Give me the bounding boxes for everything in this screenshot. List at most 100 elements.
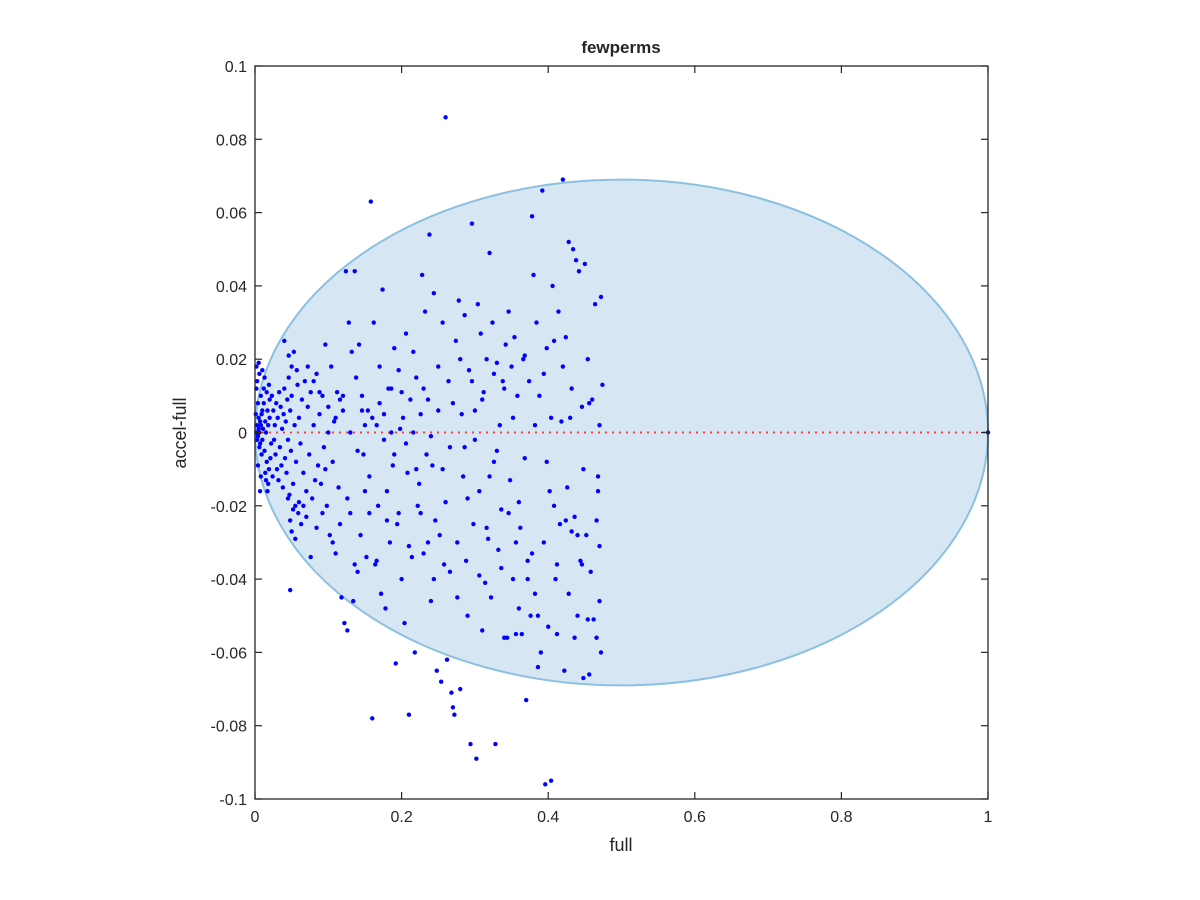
data-point — [384, 488, 390, 494]
data-point — [507, 477, 513, 483]
data-point — [272, 422, 277, 428]
y-tick-label: -0.06 — [211, 645, 248, 662]
data-point — [572, 514, 577, 519]
data-point — [412, 650, 417, 655]
data-point — [387, 540, 393, 545]
data-point — [293, 503, 298, 508]
data-point — [515, 393, 520, 399]
data-point — [255, 463, 261, 468]
data-point — [308, 554, 313, 560]
data-point — [266, 382, 272, 388]
data-point — [459, 411, 464, 417]
data-point — [259, 452, 264, 457]
data-point — [286, 353, 291, 358]
data-point — [403, 331, 409, 336]
data-point — [531, 272, 536, 278]
data-point — [289, 529, 294, 534]
data-point — [373, 562, 378, 567]
data-point — [323, 466, 328, 472]
data-point — [352, 269, 357, 274]
data-point — [374, 422, 379, 428]
data-point — [323, 342, 328, 347]
data-point — [592, 302, 598, 307]
data-point — [301, 470, 306, 476]
data-point — [279, 426, 285, 432]
data-point — [406, 712, 412, 717]
data-point — [287, 587, 293, 593]
data-point — [488, 595, 494, 600]
x-tick-label: 0.8 — [830, 809, 852, 826]
data-point — [512, 335, 517, 340]
data-point — [276, 477, 281, 483]
data-point — [330, 459, 335, 465]
data-point — [494, 360, 500, 366]
data-point — [414, 375, 419, 380]
data-point — [265, 408, 270, 413]
data-point — [595, 474, 601, 479]
data-point — [298, 441, 303, 446]
data-point — [563, 335, 568, 340]
data-point — [292, 422, 297, 428]
data-point — [282, 455, 288, 461]
data-point — [411, 349, 416, 355]
data-point — [253, 411, 258, 417]
data-point — [437, 532, 442, 538]
data-point — [353, 375, 359, 380]
data-point — [355, 448, 360, 454]
data-point — [519, 631, 525, 637]
data-point — [560, 364, 566, 369]
data-point — [569, 386, 574, 391]
data-point — [597, 422, 602, 428]
data-point — [484, 357, 489, 362]
data-point — [578, 558, 583, 563]
ticks-layer: 0 0.2 0.4 0.6 0.8 1 -0.1 -0.08 -0.06 -0.04 -0.02 0 0… — [211, 59, 993, 826]
data-point — [257, 371, 262, 377]
data-point — [329, 364, 334, 369]
data-point — [282, 386, 287, 391]
data-point — [358, 532, 363, 538]
data-point — [370, 415, 375, 421]
data-point — [554, 562, 560, 567]
data-point — [462, 313, 467, 318]
data-point — [502, 386, 507, 391]
data-point — [362, 422, 368, 428]
data-point — [405, 470, 410, 476]
data-point — [516, 606, 522, 611]
data-point — [455, 595, 460, 600]
data-point — [548, 415, 554, 421]
data-point — [587, 400, 592, 406]
data-point — [399, 576, 404, 582]
data-point — [267, 415, 272, 421]
data-point — [333, 415, 338, 421]
x-axis-label: full — [609, 835, 632, 855]
data-point — [550, 283, 555, 289]
data-point — [535, 664, 541, 670]
data-point — [343, 269, 349, 274]
data-point — [392, 452, 397, 457]
data-point — [434, 668, 439, 673]
data-point — [288, 448, 294, 454]
data-point — [318, 481, 324, 487]
data-point — [522, 455, 527, 461]
data-point — [305, 404, 310, 410]
data-point — [403, 441, 409, 446]
data-point — [482, 580, 488, 585]
data-point — [419, 272, 425, 278]
data-point — [528, 613, 533, 618]
data-point — [436, 408, 441, 413]
data-point — [314, 371, 319, 377]
data-point — [575, 613, 580, 618]
data-point — [362, 488, 368, 494]
data-point — [563, 518, 568, 523]
y-tick-label: -0.02 — [211, 499, 248, 516]
data-point — [274, 466, 280, 472]
data-point — [291, 349, 297, 355]
data-point — [287, 492, 292, 498]
data-point — [261, 386, 266, 391]
data-point — [481, 389, 486, 395]
data-point — [570, 247, 576, 252]
data-point — [443, 499, 448, 505]
data-point — [299, 397, 305, 402]
data-point — [312, 477, 318, 483]
